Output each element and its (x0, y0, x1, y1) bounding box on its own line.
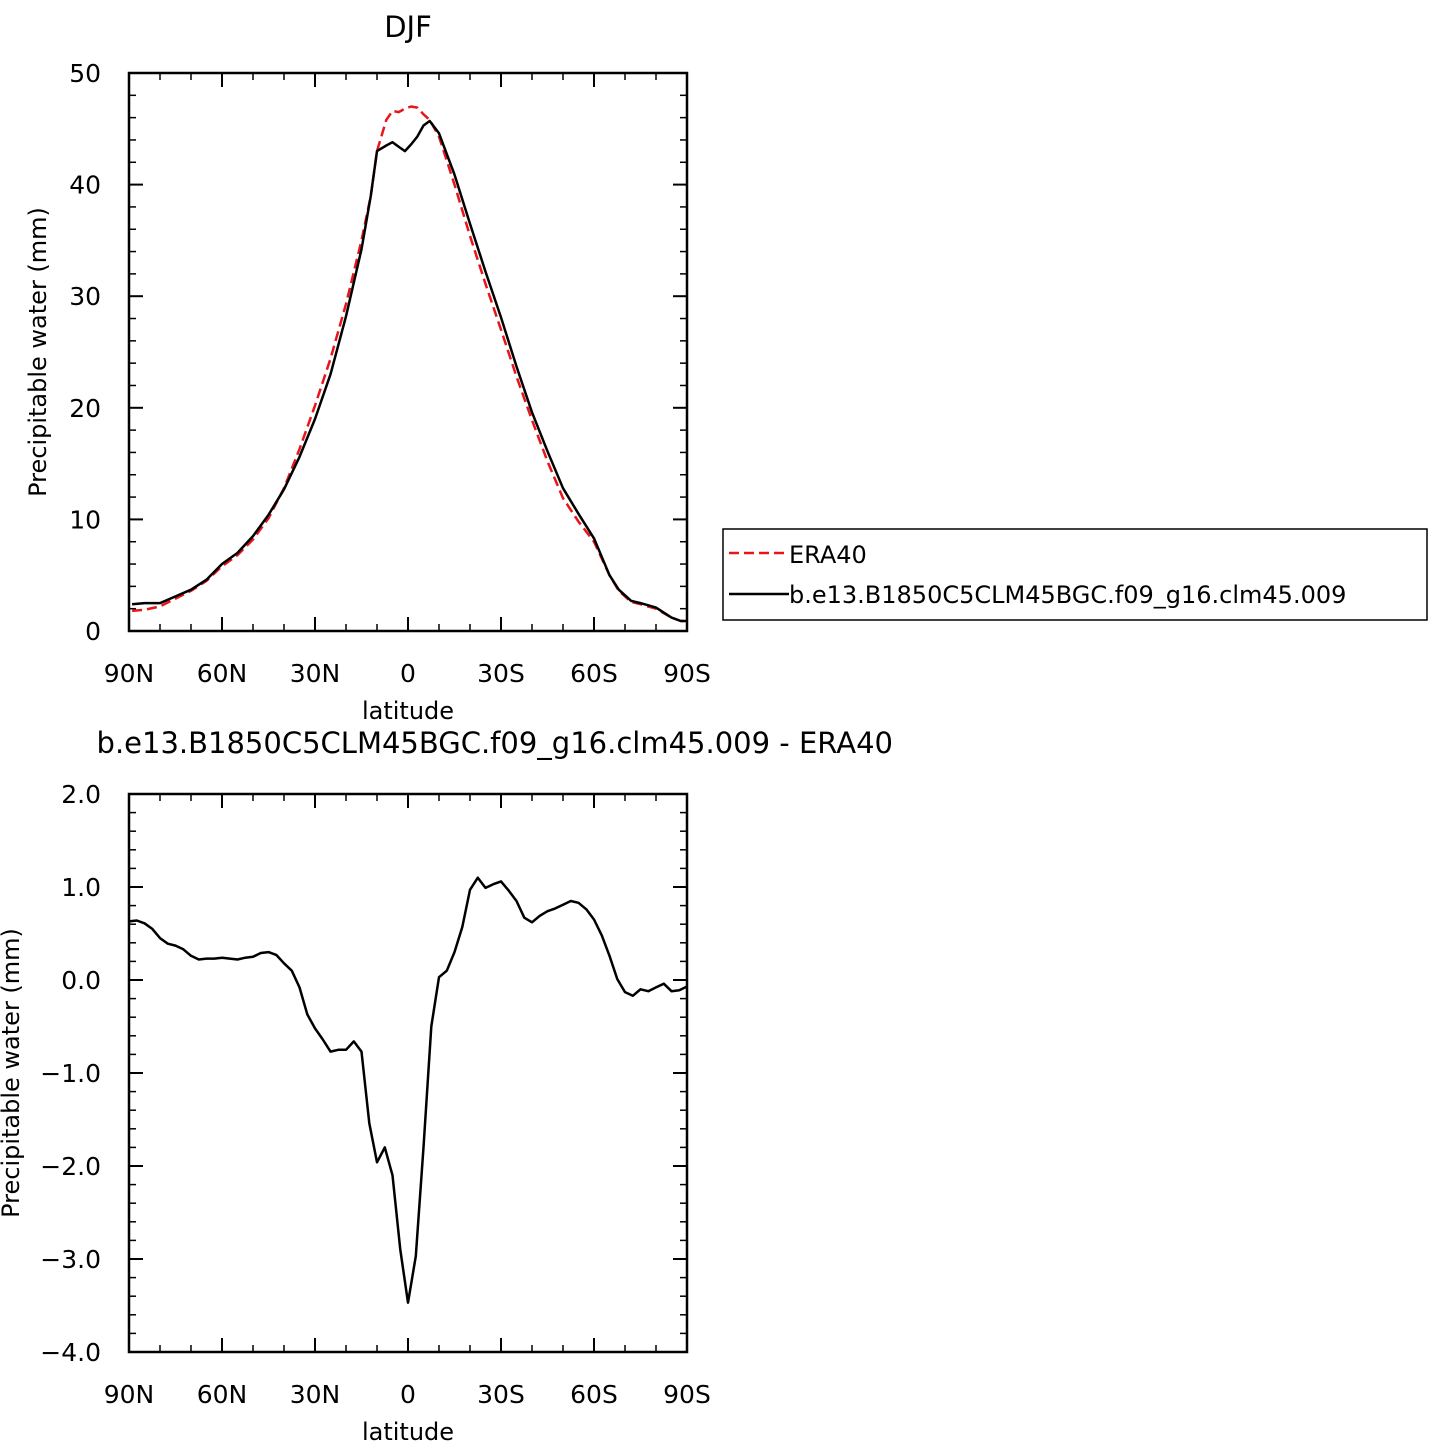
top-x-tick-label: 30S (477, 659, 525, 688)
panel-title-djf: DJF (384, 10, 432, 44)
bottom-x-tick-label: 30S (477, 1380, 525, 1409)
bottom-y-axis-label: Precipitable water (mm) (0, 928, 25, 1218)
top-y-tick-label: 20 (69, 394, 101, 423)
top-y-tick-label: 0 (85, 617, 101, 646)
bottom-y-tick-label: 1.0 (61, 873, 101, 902)
top-y-tick-label: 50 (69, 59, 101, 88)
bottom-y-tick-label: −2.0 (40, 1152, 101, 1181)
top-x-axis-label: latitude (362, 697, 454, 725)
bottom-series-line-0 (128, 876, 688, 1304)
legend-box (722, 528, 1428, 621)
top-series-line-0 (131, 105, 687, 623)
top-x-tick-label: 30N (290, 659, 341, 688)
top-series-group (131, 105, 687, 623)
top-x-tick-label: 60S (570, 659, 618, 688)
top-y-tick-label: 40 (69, 171, 101, 200)
top-x-tick-label: 90S (663, 659, 711, 688)
bottom-y-tick-label: 0.0 (61, 966, 101, 995)
bottom-x-tick-label: 60S (570, 1380, 618, 1409)
bottom-y-tick-label: 2.0 (61, 780, 101, 809)
legend-label-era40: ERA40 (789, 541, 867, 569)
difference-panel: b.e13.B1850C5CLM45BGC.f09_g16.clm45.009 … (0, 726, 893, 1446)
bottom-axis-ticks: 90N 60N 30N 0 30S 60S 90S 2.0 1.0 0.0 −1.0 −2.0 −3.0… (40, 780, 711, 1409)
bottom-x-tick-label: 0 (400, 1380, 416, 1409)
bottom-x-tick-label: 60N (197, 1380, 248, 1409)
bottom-x-tick-label: 90S (663, 1380, 711, 1409)
top-x-tick-label: 0 (400, 659, 416, 688)
bottom-x-tick-label: 30N (290, 1380, 341, 1409)
top-series-line-1 (131, 119, 687, 623)
bottom-y-tick-label: −3.0 (40, 1245, 101, 1274)
top-axis-ticks: 90N 60N 30N 0 30S 60S 90S 0 10 20 30 40 50 (69, 59, 711, 688)
bottom-plot-frame (127, 792, 689, 1354)
bottom-x-axis-label: latitude (362, 1418, 454, 1446)
top-y-axis-label: Precipitable water (mm) (24, 207, 52, 497)
bottom-y-tick-label: −1.0 (40, 1059, 101, 1088)
bottom-y-tick-label: −4.0 (40, 1338, 101, 1367)
legend-label-model: b.e13.B1850C5CLM45BGC.f09_g16.clm45.009 (789, 581, 1346, 609)
top-plot-frame (127, 71, 689, 633)
legend: ERA40 b.e13.B1850C5CLM45BGC.f09_g16.clm4… (722, 528, 1428, 621)
top-x-tick-label: 60N (197, 659, 248, 688)
top-y-tick-label: 30 (69, 282, 101, 311)
top-y-tick-label: 10 (69, 505, 101, 534)
bottom-x-tick-label: 90N (104, 1380, 155, 1409)
precipitable-water-panel: DJF 90N 60N 30N 0 30S 60S 90S 0 10 20 30 40 50 latit… (24, 10, 711, 725)
difference-panel-title: b.e13.B1850C5CLM45BGC.f09_g16.clm45.009 … (97, 726, 893, 760)
top-x-tick-label: 90N (104, 659, 155, 688)
bottom-series-group (128, 876, 688, 1304)
